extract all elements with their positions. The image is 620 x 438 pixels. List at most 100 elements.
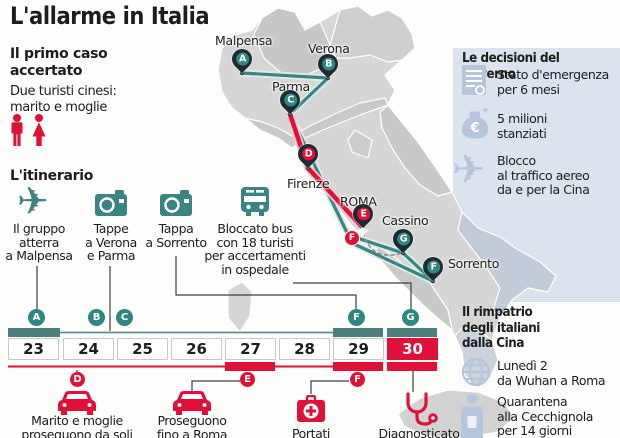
first-case-body-line1: Due turisti cinesi: bbox=[10, 84, 117, 99]
repatriation-line: Lunedì 2 bbox=[497, 358, 548, 373]
roma-star-icon bbox=[357, 225, 369, 237]
pin-letter: A bbox=[235, 52, 249, 66]
event-line: fino a Roma bbox=[156, 426, 228, 438]
timeline-marker-f: F bbox=[348, 309, 365, 326]
island-sardegna bbox=[227, 281, 253, 333]
map-label-cassino: Cassino bbox=[382, 213, 429, 228]
event-line: Diagnosticato bbox=[378, 426, 460, 438]
repatriation-heading-line: dalla Cina bbox=[462, 336, 524, 351]
first-case-body-line2: marito e moglie bbox=[10, 100, 107, 115]
map-label-parma: Parma bbox=[272, 79, 310, 94]
gov-line: Stato d'emergenza bbox=[497, 67, 609, 82]
timeline-day-26: 26 bbox=[171, 338, 222, 360]
step-line: Tappe bbox=[93, 221, 129, 236]
gov-line: per 6 mesi bbox=[497, 81, 560, 97]
bus-icon bbox=[241, 187, 269, 216]
repatriation-heading-line: degli italiani bbox=[462, 320, 540, 336]
event-line: Marito e moglie bbox=[31, 413, 123, 428]
timeline-day-23: 23 bbox=[8, 338, 59, 360]
first-case-heading-line2: accertato bbox=[10, 63, 83, 79]
timeline-marker-f2: F bbox=[350, 372, 365, 387]
itinerary-step-bus: Bloccato bus con 18 turisti per accertam… bbox=[193, 222, 317, 276]
step-line: in ospedale bbox=[221, 261, 289, 277]
route-planned-dashed bbox=[362, 232, 403, 256]
event-taken-to-hospital: Portati bbox=[251, 427, 371, 438]
timeline-marker-c: C bbox=[116, 309, 133, 326]
event-line: Proseguono bbox=[157, 413, 227, 428]
pin-letter: C bbox=[283, 93, 297, 107]
connector-lines bbox=[36, 256, 414, 394]
quarantine-person-icon bbox=[461, 393, 483, 438]
timeline-marker-d: D bbox=[70, 372, 85, 387]
timeline-day-29: 29 bbox=[333, 338, 384, 360]
step-line: Tappa bbox=[158, 221, 194, 236]
timeline-day-27: 27 bbox=[225, 338, 276, 360]
pin-letter: F bbox=[426, 260, 440, 274]
event-diagnosed: Diagnosticato bbox=[354, 427, 484, 438]
timeline-marker-b: B bbox=[88, 309, 105, 326]
step-line: a Malpensa bbox=[5, 248, 73, 263]
timeline-day-24: 24 bbox=[63, 338, 114, 360]
car-icon bbox=[58, 391, 96, 415]
map-label-sorrento: Sorrento bbox=[448, 256, 500, 271]
timeline-marker-g: G bbox=[402, 309, 419, 326]
repatriation-line: per 14 giorni bbox=[497, 423, 572, 438]
airplane-icon: ✈ bbox=[452, 147, 486, 193]
map-label-firenze: Firenze bbox=[287, 176, 330, 191]
gov-line: 5 milioni bbox=[497, 111, 547, 126]
first-case-body: Due turisti cinesi: marito e moglie bbox=[10, 84, 117, 116]
timeline-marker-e: E bbox=[240, 372, 255, 387]
event-couple-alone: Marito e moglie proseguono da soli bbox=[12, 414, 142, 438]
gov-line: al traffico aereo bbox=[497, 167, 590, 183]
first-aid-kit-icon bbox=[297, 395, 325, 422]
decree-document-icon bbox=[462, 65, 486, 95]
timeline-day-25: 25 bbox=[117, 338, 168, 360]
event-continue-to-rome: Proseguono fino a Roma bbox=[132, 414, 252, 438]
pin-letter: D bbox=[301, 147, 315, 161]
government-item-funds: 5 milioni stanziati bbox=[497, 111, 547, 141]
step-line: a Sorrento bbox=[145, 234, 207, 250]
region-emilia bbox=[244, 97, 389, 149]
step-line: per accertamenti bbox=[204, 248, 306, 263]
car-icon bbox=[173, 391, 211, 415]
step-line: Bloccato bus bbox=[217, 221, 293, 236]
map-marker-roma-hospital: F bbox=[344, 230, 360, 246]
page-title: L'allarme in Italia bbox=[10, 2, 210, 30]
itinerary-heading: L'itinerario bbox=[10, 168, 94, 184]
gov-line: stanziati bbox=[497, 125, 547, 141]
repatriation-item-flight: Lunedì 2 da Wuhan a Roma bbox=[497, 358, 606, 388]
region-puglia bbox=[457, 211, 557, 319]
camera-icon bbox=[160, 190, 192, 216]
first-case-heading: Il primo caso accertato bbox=[10, 46, 108, 80]
stethoscope-icon bbox=[406, 392, 438, 426]
itinerary-step-verona-parma: Tappe a Verona e Parma bbox=[72, 222, 150, 263]
repatriation-heading-line: Il rimpatrio bbox=[462, 305, 533, 320]
money-bag-icon: € bbox=[462, 108, 488, 139]
gov-line: da e per la Cina bbox=[497, 182, 590, 197]
itinerary-step-sorrento: Tappa a Sorrento bbox=[137, 222, 215, 249]
pin-letter: G bbox=[396, 232, 410, 246]
step-line: e Parma bbox=[86, 248, 136, 263]
map-label-malpensa: Malpensa bbox=[215, 33, 273, 48]
repatriation-heading: Il rimpatrio degli italiani dalla Cina bbox=[462, 305, 540, 352]
repatriation-line: da Wuhan a Roma bbox=[497, 372, 606, 388]
airplane-icon: ✈ bbox=[17, 179, 49, 223]
pin-letter: B bbox=[321, 57, 335, 71]
repatriation-line: alla Cecchignola bbox=[497, 408, 594, 424]
step-line: con 18 turisti bbox=[216, 234, 294, 250]
step-line: Il gruppo bbox=[12, 221, 66, 236]
globe-icon bbox=[461, 357, 491, 387]
event-line: proseguono da soli bbox=[21, 426, 133, 438]
svg-text:€: € bbox=[469, 121, 479, 136]
region-umbria bbox=[347, 129, 373, 159]
step-line: a Verona bbox=[85, 234, 137, 250]
pin-letter: E bbox=[356, 207, 370, 221]
gov-line: Blocco bbox=[497, 153, 536, 168]
camera-icon bbox=[95, 190, 127, 216]
step-line: atterra bbox=[18, 234, 60, 250]
itinerary-step-malpensa: Il gruppo atterra a Malpensa bbox=[0, 222, 78, 263]
first-case-heading-line1: Il primo caso bbox=[10, 46, 108, 62]
repatriation-line: Quarantena bbox=[497, 394, 568, 409]
event-line: Portati bbox=[291, 426, 330, 438]
timeline-marker-a: A bbox=[28, 309, 45, 326]
